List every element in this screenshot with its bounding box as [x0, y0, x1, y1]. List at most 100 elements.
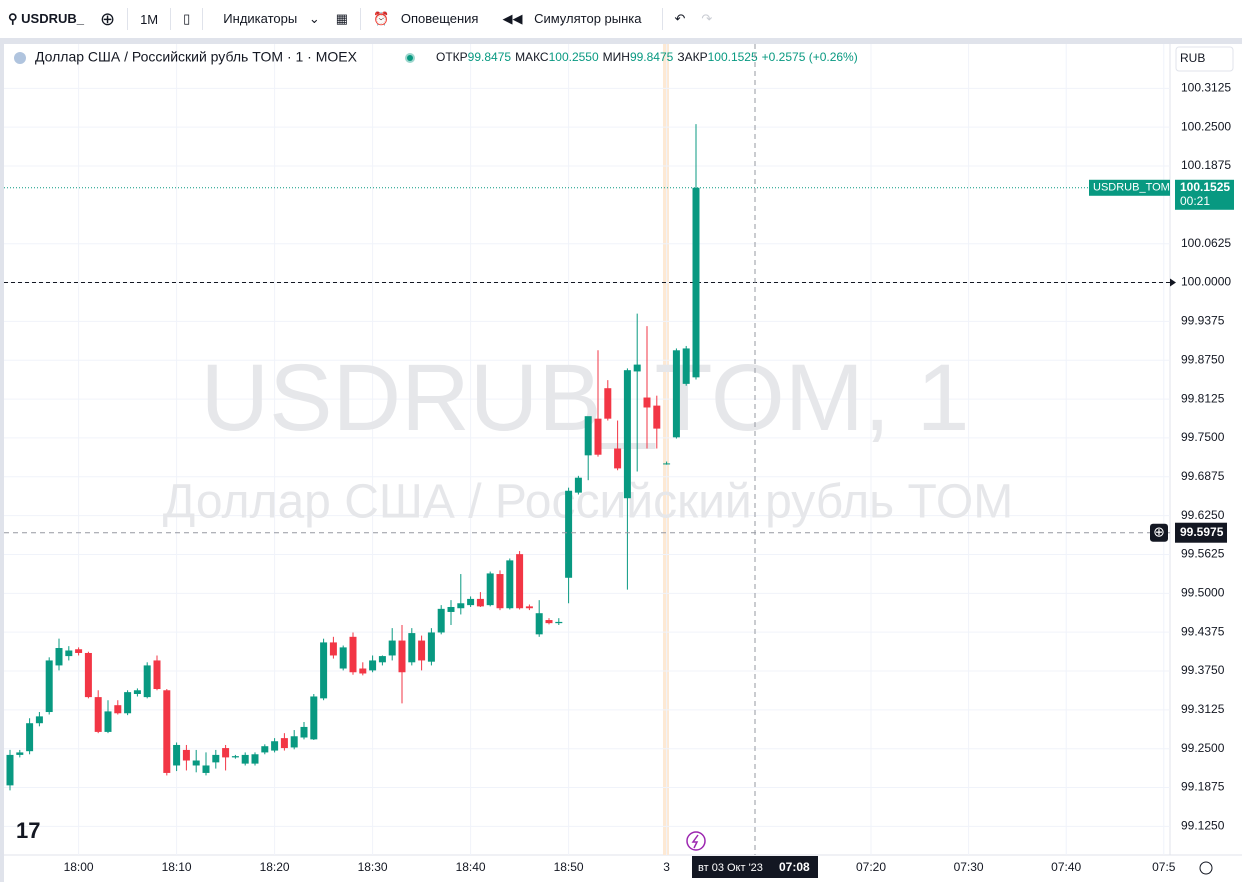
interval[interactable]: 1М: [140, 11, 159, 27]
candle-body: [143, 665, 151, 698]
add-symbol[interactable]: ⊕: [99, 8, 116, 29]
symbol[interactable]: USDRUB_: [21, 11, 84, 26]
candle-body: [212, 754, 220, 763]
crosshair-price-box: [1175, 522, 1227, 543]
y-tick-label: 99.8750: [1181, 352, 1225, 366]
currency-button[interactable]: [1175, 46, 1234, 72]
crosshair-time-box: [692, 856, 818, 878]
settings-icon[interactable]: [1199, 861, 1213, 875]
legend-label: МАКС: [515, 50, 549, 64]
last-price-box: [1175, 179, 1234, 210]
watermark: Доллар США / Российский рубль TOM: [163, 476, 1013, 529]
candle-body: [26, 723, 34, 752]
redo[interactable]: ↷: [701, 11, 713, 26]
countdown: 00:21: [1180, 194, 1210, 208]
last-price-name-box: [1089, 179, 1170, 196]
candle-body: [427, 632, 435, 662]
y-tick-label: 99.5625: [1181, 547, 1225, 561]
y-tick-label: 100.2500: [1181, 119, 1231, 133]
candle-body: [672, 350, 680, 438]
alerts[interactable]: ⏰ Оповещения: [373, 11, 479, 26]
candle-body: [447, 606, 455, 612]
candle-body: [153, 660, 161, 690]
candle-body: [320, 642, 328, 699]
candle-body: [584, 416, 592, 456]
candle-body: [65, 650, 73, 657]
replay-label[interactable]: Симулятор рынка: [534, 11, 642, 26]
separator: [661, 8, 663, 30]
y-tick-label: 100.3125: [1181, 81, 1231, 95]
add-button: [1150, 523, 1168, 542]
candle-body: [388, 640, 396, 656]
candle-body: [594, 418, 602, 455]
alerts-label[interactable]: Оповещения: [400, 11, 479, 26]
candle-body: [339, 647, 347, 669]
y-tick-label: 99.4375: [1181, 624, 1225, 638]
candle-body: [271, 741, 279, 751]
symbol-search[interactable]: ⚲ USDRUB_: [8, 11, 84, 26]
candle-body: [6, 754, 14, 786]
frame: [0, 38, 1242, 44]
candle-body: [290, 736, 298, 748]
legend-label: ЗАКР: [677, 50, 707, 64]
y-tick-label: 100.1875: [1181, 158, 1231, 172]
y-tick-label: 99.3750: [1181, 663, 1225, 677]
candle-body: [45, 660, 53, 713]
y-tick-label: 99.1875: [1181, 780, 1225, 794]
undo[interactable]: ↶: [674, 11, 686, 26]
legend-value: 100.2550: [549, 50, 599, 64]
x-tick-label: 18:50: [554, 860, 584, 874]
candle-body: [516, 554, 524, 609]
indicators-label[interactable]: Индикаторы: [223, 11, 298, 26]
candle-body: [378, 656, 386, 663]
candle-body: [359, 668, 367, 674]
candle-body: [574, 477, 582, 493]
candle-body: [506, 560, 514, 609]
x-tick-label: 07:20: [856, 860, 886, 874]
candle-body: [643, 397, 651, 408]
candle-body: [437, 608, 445, 633]
candle-body: [173, 744, 181, 766]
candle-body: [653, 405, 661, 429]
y-tick-label: 99.3125: [1181, 702, 1225, 716]
separator: [127, 8, 129, 30]
y-tick-label: 100.0000: [1181, 275, 1231, 289]
chart-type[interactable]: ▯: [183, 11, 191, 26]
y-tick-label: 99.7500: [1181, 430, 1225, 444]
candle-body: [231, 756, 239, 758]
x-tick-label: 07:5: [1152, 860, 1176, 874]
x-tick-label: 18:10: [162, 860, 192, 874]
candle-body: [486, 573, 494, 606]
frame: [0, 38, 4, 882]
event-icon[interactable]: [686, 831, 706, 851]
candle-body: [369, 660, 377, 671]
candle-body: [398, 640, 406, 673]
candle-body: [329, 642, 337, 656]
x-tick-label: 3: [663, 860, 670, 874]
candle-body: [418, 640, 426, 661]
x-tick-label: 18:30: [358, 860, 388, 874]
candle-body: [349, 636, 357, 673]
legend-title: Доллар США / Российский рубль TOM · 1 · …: [35, 49, 358, 65]
x-tick-label: 18:20: [260, 860, 290, 874]
y-tick-label: 99.2500: [1181, 741, 1225, 755]
x-tick-label: 18:40: [456, 860, 486, 874]
legend-label: МИН: [603, 50, 630, 64]
alert-marker: [1170, 278, 1176, 287]
legend-value: 100.1525: [708, 50, 758, 64]
candle-body: [94, 697, 102, 732]
candle-body: [565, 490, 573, 578]
y-tick-label: 100.0625: [1181, 236, 1231, 250]
currency[interactable]: RUB: [1180, 51, 1205, 65]
candle-body: [75, 649, 83, 653]
candle-body: [124, 692, 132, 714]
indicators[interactable]: Индикаторы ⌄: [223, 11, 320, 26]
candle-body: [182, 749, 190, 761]
layouts[interactable]: ▦: [335, 11, 349, 26]
replay[interactable]: ◀◀ Симулятор рынка: [502, 11, 642, 26]
candle-body: [692, 187, 700, 378]
candle-body: [682, 348, 690, 384]
candle-body: [467, 598, 475, 606]
